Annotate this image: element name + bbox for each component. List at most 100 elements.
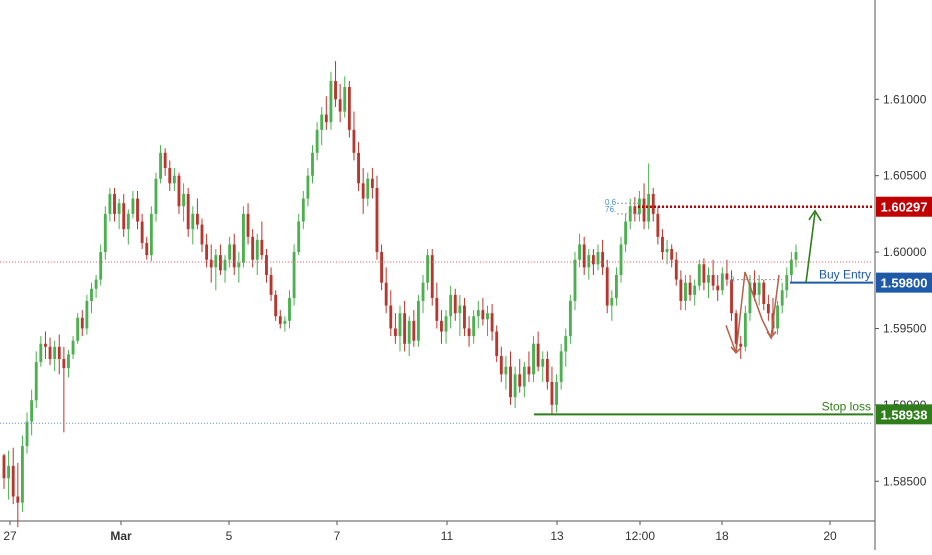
candle [651,187,655,222]
candle [610,290,614,321]
candle-body [76,317,80,341]
candle [762,279,766,311]
candle-body [334,80,337,100]
candle [306,168,310,207]
candle [34,351,38,408]
time-tick-label: 20 [823,529,837,543]
candle-body [614,275,618,298]
candle-body [522,366,526,387]
candle-body [168,168,172,184]
candle [352,111,356,161]
candle-body [85,300,89,329]
candle-body [172,175,176,184]
candle-body [541,359,545,367]
candle-body [126,213,130,230]
candle-body [292,252,296,298]
candle-body [789,259,793,275]
candle-body [214,255,218,268]
candle-body [651,194,655,214]
candle [403,300,407,352]
candle [730,270,733,321]
candle-body [780,290,784,306]
candle [490,304,494,341]
fib-label: .8 [728,276,735,285]
candle-body [573,259,577,301]
price-tick-label: 1.61000 [883,92,927,106]
candle [467,316,471,347]
candle [122,194,126,237]
candle-body [209,259,213,268]
candle [444,310,448,344]
candle [214,249,218,291]
candle-body [711,275,715,286]
candle-body [159,152,162,179]
candle [725,259,729,286]
candle [716,275,720,301]
candle [265,249,268,283]
candle-body [440,320,443,332]
candles-layer [2,61,798,528]
target-price-tag [876,196,932,217]
candle-body [67,354,70,369]
candle-body [380,252,384,283]
candle-body [53,346,57,360]
candle [440,310,443,344]
candle-body [361,183,365,199]
candle [522,362,526,398]
candle [94,275,98,298]
time-tick-label: Mar [110,529,132,543]
candle [228,236,232,268]
candle [702,258,706,291]
candle [587,249,591,280]
candle-body [679,279,683,301]
candle [163,148,167,176]
candle [393,313,397,344]
candle-body [117,203,121,214]
candle-body [370,178,374,188]
candle [274,290,278,321]
candle-body [532,343,535,375]
candle [375,175,379,260]
buy-entry-price-tag [876,272,932,293]
candle [7,450,11,500]
candle [366,172,370,207]
candle [711,259,715,291]
target-arrow [805,212,816,283]
candle [513,366,517,408]
candle [757,275,761,306]
candle-body [743,313,747,347]
candle-body [366,178,370,199]
candle [260,221,264,260]
candle-body [495,331,499,356]
candle [753,270,756,301]
candle [251,229,255,268]
candle-body [163,152,167,169]
candle-body [90,288,93,301]
candle [16,462,20,528]
candle [707,267,710,298]
candle [301,190,305,230]
candle-body [463,305,466,329]
candle [601,239,605,275]
candle [453,288,457,321]
candle-body [329,80,333,123]
price-tick-label: 1.60500 [883,169,927,183]
candle-body [108,194,112,214]
candle-body [550,381,554,405]
candle [200,218,204,253]
drawings-layer: 0.676. .8 [605,198,822,355]
candle-body [140,221,144,243]
candle-body [103,213,107,253]
candle-body [44,343,47,347]
candle [647,163,651,230]
candle [697,259,701,291]
candle-body [195,213,199,225]
candle [633,197,637,222]
candle [195,198,199,230]
candle-body [48,346,52,360]
candle [619,236,623,283]
candle-body [375,187,379,253]
candle [416,294,420,347]
